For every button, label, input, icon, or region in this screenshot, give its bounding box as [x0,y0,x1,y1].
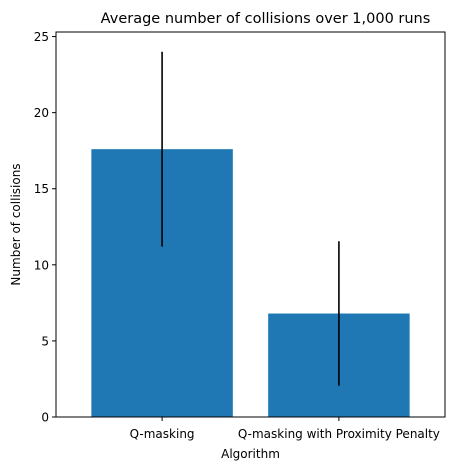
y-tick-label-3: 15 [34,182,49,196]
y-tick-label-2: 10 [34,258,49,272]
chart-title: Average number of collisions over 1,000 … [101,11,431,27]
y-tick-label-4: 20 [34,106,49,120]
y-tick-label-0: 0 [41,411,49,425]
y-tick-label-5: 25 [34,30,49,44]
bars-group [91,149,409,417]
x-axis-label: Algorithm [221,447,280,461]
y-axis: 0 5 10 15 20 25 [34,30,56,424]
x-axis: Q-masking Q-masking with Proximity Penalt… [130,417,440,441]
x-tick-label-1: Q-masking [130,427,195,441]
x-tick-label-2: Q-masking with Proximity Penalty [238,427,440,441]
y-tick-label-1: 5 [41,334,49,348]
y-axis-label: Number of collisions [9,163,23,285]
